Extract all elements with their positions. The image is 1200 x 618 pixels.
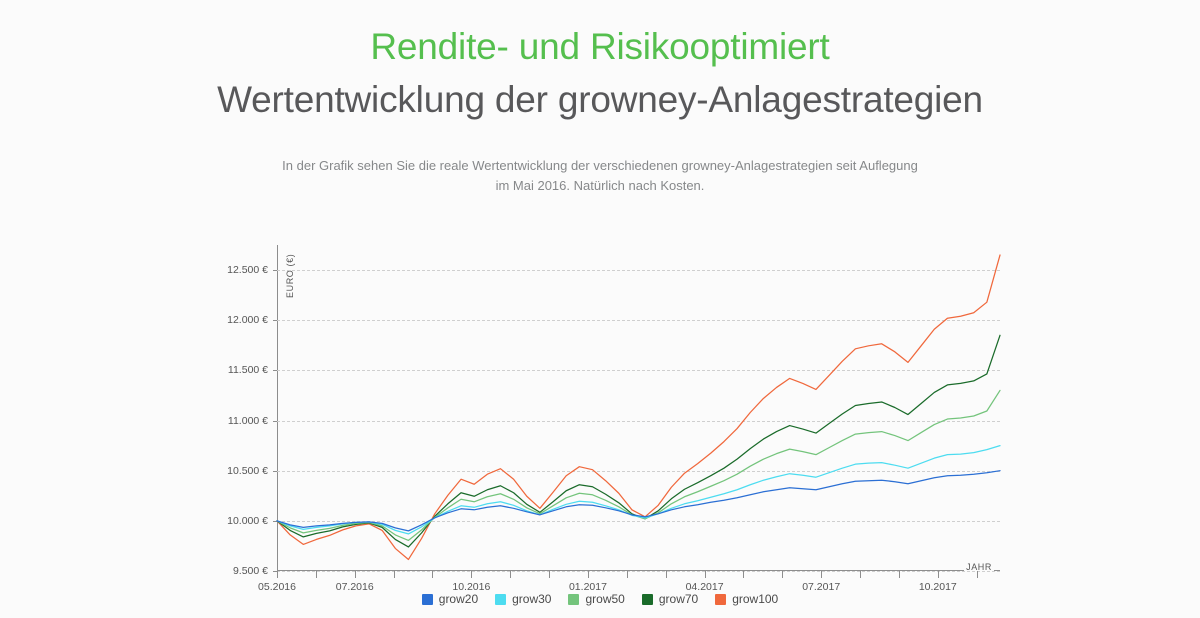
series-line-grow100 — [276, 254, 1001, 561]
y-axis-label: 10.500 € — [227, 464, 268, 477]
x-axis-tick — [354, 571, 356, 578]
chart-plot-area: EURO (€) JAHR 12.500 €12.000 €11.500 €11… — [227, 245, 1001, 593]
legend-label: grow70 — [658, 592, 699, 606]
y-axis-label: 9.500 € — [232, 565, 268, 577]
x-axis-tick — [898, 571, 900, 578]
legend-label: grow30 — [512, 592, 552, 606]
x-axis-tick — [743, 571, 745, 578]
chart-legend: grow20 grow30 grow50 grow70 grow100 — [0, 592, 1200, 606]
gridline — [277, 520, 1000, 522]
legend-item-grow30[interactable]: grow30 — [495, 592, 551, 606]
y-axis-line — [277, 245, 278, 571]
x-axis-title: JAHR — [964, 562, 994, 572]
x-axis-tick — [587, 571, 589, 578]
gridline — [277, 571, 1000, 572]
series-lines — [276, 254, 1001, 561]
y-axis-tick — [273, 420, 277, 422]
series-line-grow70 — [276, 334, 1001, 548]
x-axis-tick — [315, 571, 317, 578]
x-axis-label: 10.2017 — [918, 581, 957, 593]
intro-paragraph: In der Grafik sehen Sie die reale Werten… — [282, 158, 918, 194]
legend-swatch-icon — [421, 593, 433, 605]
series-line-grow30 — [276, 444, 1001, 535]
x-axis-label: 01.2017 — [568, 581, 607, 593]
y-axis-label: 10.000 € — [227, 514, 268, 527]
x-axis-tick — [626, 571, 628, 578]
x-axis-tick — [393, 571, 395, 578]
y-axis-tick — [273, 320, 277, 322]
performance-chart: EURO (€) JAHR 12.500 €12.000 €11.500 €11… — [0, 236, 1200, 618]
legend-item-grow50[interactable]: grow50 — [568, 592, 625, 606]
eyebrow-heading: Rendite- und Risikooptimiert — [370, 26, 830, 67]
y-axis-tick — [273, 520, 277, 522]
page-title: Wertentwicklung der growney-Anlagestrate… — [217, 79, 983, 120]
legend-label: grow100 — [732, 592, 779, 606]
series-line-grow20 — [276, 470, 1001, 532]
y-axis-label: 11.500 € — [227, 364, 268, 377]
x-axis-label: 07.2017 — [802, 581, 841, 593]
x-axis-tick — [549, 571, 551, 578]
legend-label: grow50 — [585, 592, 625, 606]
gridline — [277, 270, 1000, 272]
x-axis-tick — [510, 571, 512, 578]
legend-item-grow20[interactable]: grow20 — [421, 592, 479, 606]
x-axis-tick — [821, 571, 823, 578]
y-axis-label: 11.000 € — [227, 414, 268, 427]
x-axis-tick — [665, 571, 667, 578]
legend-swatch-icon — [495, 593, 507, 605]
legend-label: grow20 — [438, 592, 479, 606]
legend-swatch-icon — [641, 593, 653, 605]
series-line-grow50 — [276, 389, 1001, 542]
x-axis-tick — [277, 571, 278, 578]
x-axis-line — [277, 570, 1000, 571]
x-axis-tick — [432, 571, 434, 578]
y-axis-tick — [273, 571, 277, 572]
x-axis-label: 07.2016 — [335, 581, 374, 593]
x-axis-tick — [704, 571, 706, 578]
legend-item-grow70[interactable]: grow70 — [641, 592, 699, 606]
y-axis-tick — [273, 270, 277, 272]
legend-item-grow100[interactable]: grow100 — [715, 592, 778, 606]
x-axis-label: 04.2017 — [685, 581, 724, 593]
x-axis-tick — [937, 571, 939, 578]
x-axis-tick — [860, 571, 862, 578]
y-axis-tick — [273, 370, 277, 372]
y-axis-label: 12.000 € — [227, 314, 268, 327]
gridline — [277, 370, 1000, 372]
y-axis-label: 12.500 € — [227, 264, 268, 277]
legend-swatch-icon — [568, 593, 580, 605]
legend-swatch-icon — [715, 593, 727, 605]
x-axis-tick — [782, 571, 784, 578]
x-axis-tick — [471, 571, 473, 578]
gridline — [277, 320, 1000, 322]
x-axis-label: 10.2016 — [452, 581, 491, 593]
x-axis-tick — [976, 571, 978, 578]
y-axis-tick — [273, 470, 277, 472]
gridline — [277, 470, 1000, 472]
gridline — [277, 420, 1000, 422]
x-axis-label: 05.2016 — [258, 581, 296, 593]
